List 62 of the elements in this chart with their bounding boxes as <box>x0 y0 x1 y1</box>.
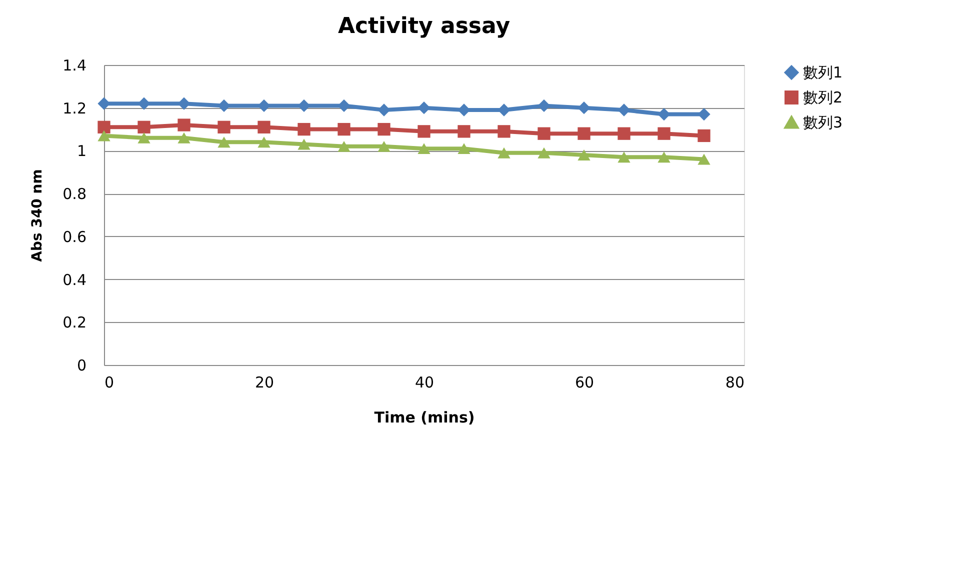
y-tick-label: 0.2 <box>62 314 86 332</box>
legend-label: 數列1 <box>803 64 843 82</box>
point <box>498 147 510 158</box>
point <box>578 150 590 160</box>
legend-label: 數列2 <box>803 88 843 106</box>
point <box>98 120 110 134</box>
point <box>98 130 110 142</box>
y-tick-label: 1.2 <box>62 99 86 118</box>
point <box>298 122 310 136</box>
point <box>218 136 230 148</box>
x-tick-label: 0 <box>104 374 114 392</box>
y-tick-label: 1.4 <box>62 56 86 74</box>
point <box>298 99 310 112</box>
point <box>178 132 190 144</box>
point <box>618 152 630 163</box>
point <box>258 99 270 112</box>
y-tick-label: 1 <box>76 142 86 160</box>
point <box>458 125 470 138</box>
point <box>218 99 230 112</box>
point <box>298 138 310 150</box>
point <box>578 102 590 114</box>
point <box>618 104 630 116</box>
point <box>258 136 270 148</box>
point <box>578 127 590 140</box>
y-tick-label: 0.4 <box>62 270 86 289</box>
point <box>538 99 550 112</box>
x-axis-title: Time (mins) <box>374 408 475 426</box>
x-tick-label: 80 <box>725 374 744 392</box>
point <box>418 143 430 154</box>
point <box>618 127 630 140</box>
point <box>658 152 670 163</box>
point <box>538 127 550 140</box>
point <box>658 108 670 121</box>
point <box>658 127 670 140</box>
point <box>418 102 430 114</box>
point <box>698 108 710 121</box>
point <box>338 140 350 152</box>
point <box>458 143 470 154</box>
point <box>698 154 710 165</box>
point <box>538 147 550 158</box>
point <box>178 118 190 132</box>
y-axis-title: Abs 340 nm <box>30 169 46 262</box>
point <box>378 122 390 136</box>
x-tick-label: 20 <box>254 374 274 392</box>
chart-title: Activity assay <box>338 14 510 39</box>
point <box>338 122 350 136</box>
x-tick-label: 40 <box>414 374 434 392</box>
point <box>258 120 270 134</box>
point <box>498 125 510 138</box>
y-tick-label: 0.6 <box>62 228 86 246</box>
point <box>378 104 390 116</box>
point <box>378 140 390 152</box>
point <box>218 120 230 134</box>
point <box>338 99 350 112</box>
y-tick-label: 0.8 <box>62 185 86 204</box>
point <box>138 132 150 144</box>
x-tick-label: 60 <box>574 374 594 392</box>
y-tick-label: 0 <box>76 356 86 374</box>
point <box>418 125 430 138</box>
point <box>698 129 710 142</box>
legend-label: 數列3 <box>803 114 843 132</box>
point <box>138 120 150 134</box>
